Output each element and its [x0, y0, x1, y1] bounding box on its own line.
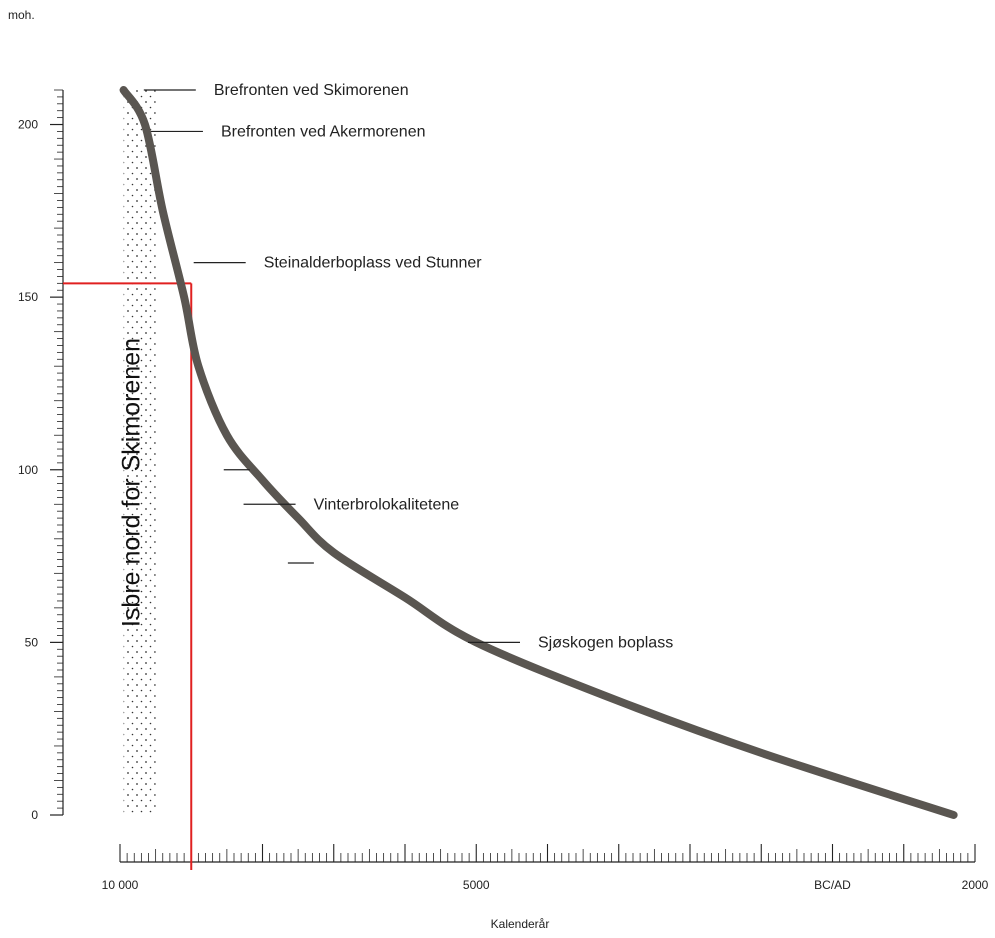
ice-zone: Isbre nord for Skimorenen	[118, 90, 156, 815]
y-axis: 0 50 100 150 200	[18, 89, 64, 822]
x-tick-label: 5000	[463, 878, 490, 892]
y-tick-label: 0	[31, 808, 38, 822]
annotation-label: Sjøskogen boplass	[538, 634, 673, 651]
y-tick-label: 100	[18, 463, 38, 477]
annotation-label: Steinalderboplass ved Stunner	[264, 255, 483, 272]
annotation-label: Vinterbrolokalitetene	[314, 496, 460, 513]
y-tick-label: 200	[18, 118, 38, 132]
x-axis: 10 000 5000 BC/AD 2000	[102, 844, 989, 892]
x-tick-label: 2000	[962, 878, 989, 892]
x-tick-label: BC/AD	[814, 878, 851, 892]
y-axis-title: moh.	[8, 8, 35, 22]
ice-zone-stipple	[123, 90, 156, 815]
series-layer	[119, 86, 958, 819]
annotation-label: Brefronten ved Skimorenen	[214, 82, 409, 99]
annotations: Brefronten ved Skimorenen Brefronten ved …	[143, 82, 673, 651]
ice-zone-label: Isbre nord for Skimorenen	[118, 338, 146, 627]
reference-lines	[63, 282, 193, 870]
annotation-label: Brefronten ved Akermorenen	[221, 123, 426, 140]
y-tick-label: 50	[25, 635, 39, 649]
x-tick-label: 10 000	[102, 878, 139, 892]
shoreline-curve	[119, 86, 958, 819]
x-axis-title: Kalenderår	[491, 917, 550, 931]
y-tick-label: 150	[18, 290, 38, 304]
